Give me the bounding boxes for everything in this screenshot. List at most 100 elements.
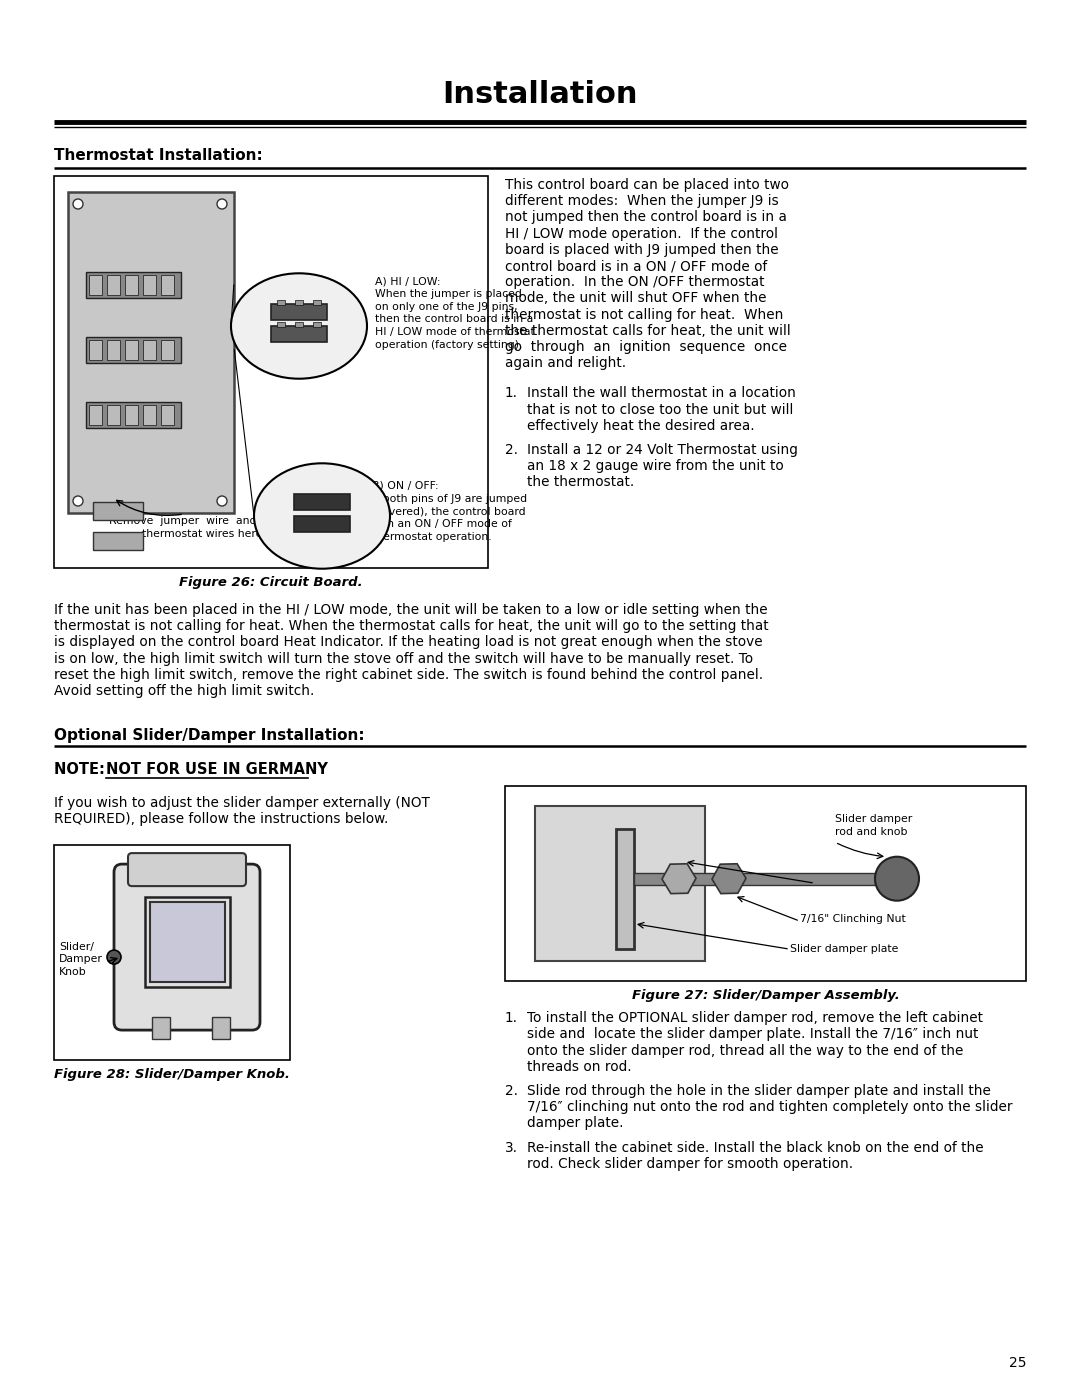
Bar <box>152 1017 170 1039</box>
Text: go  through  an  ignition  sequence  once: go through an ignition sequence once <box>505 339 787 353</box>
Text: thermostat is not calling for heat.  When: thermostat is not calling for heat. When <box>505 307 783 321</box>
Bar <box>89 405 102 425</box>
Text: 25: 25 <box>1009 1356 1026 1370</box>
Circle shape <box>73 496 83 506</box>
Text: Slider damper plate: Slider damper plate <box>789 944 899 954</box>
Text: Slide rod through the hole in the slider damper plate and install the: Slide rod through the hole in the slider… <box>527 1084 990 1098</box>
Circle shape <box>217 496 227 506</box>
Text: is on low, the high limit switch will turn the stove off and the switch will hav: is on low, the high limit switch will tu… <box>54 651 753 665</box>
Bar <box>313 321 321 327</box>
Bar <box>295 321 303 327</box>
Bar <box>505 787 1026 981</box>
Text: damper plate.: damper plate. <box>527 1116 623 1130</box>
Bar <box>295 300 303 305</box>
Bar <box>294 515 350 532</box>
Text: onto the slider damper rod, thread all the way to the end of the: onto the slider damper rod, thread all t… <box>527 1044 963 1058</box>
Bar <box>86 272 181 298</box>
Text: operation.  In the ON /OFF thermostat: operation. In the ON /OFF thermostat <box>505 275 765 289</box>
Bar <box>271 326 327 342</box>
Bar <box>93 532 143 550</box>
Text: Thermostat Installation:: Thermostat Installation: <box>54 148 262 163</box>
Text: not jumped then the control board is in a: not jumped then the control board is in … <box>505 211 787 225</box>
Ellipse shape <box>231 274 367 379</box>
Text: To install the OPTIONAL slider damper rod, remove the left cabinet: To install the OPTIONAL slider damper ro… <box>527 1011 983 1025</box>
Text: Install a 12 or 24 Volt Thermostat using: Install a 12 or 24 Volt Thermostat using <box>527 443 798 457</box>
Text: This control board can be placed into two: This control board can be placed into tw… <box>505 177 789 191</box>
Text: Figure 26: Circuit Board.: Figure 26: Circuit Board. <box>179 576 363 590</box>
Text: side and  locate the slider damper plate. Install the 7/16″ inch nut: side and locate the slider damper plate.… <box>527 1027 978 1041</box>
Text: 3.: 3. <box>505 1140 518 1154</box>
Bar <box>93 502 143 520</box>
Bar <box>145 897 229 988</box>
Text: B) ON / OFF:
If both pins of J9 are jumped
(covered), the control board
is in an: B) ON / OFF: If both pins of J9 are jump… <box>372 481 527 542</box>
Text: Figure 28: Slider/Damper Knob.: Figure 28: Slider/Damper Knob. <box>54 1067 289 1081</box>
Bar <box>212 1017 230 1039</box>
Text: Installation: Installation <box>442 80 638 109</box>
Text: 2.: 2. <box>505 1084 518 1098</box>
Bar <box>143 339 156 360</box>
Bar <box>161 339 174 360</box>
Text: rod. Check slider damper for smooth operation.: rod. Check slider damper for smooth oper… <box>527 1157 853 1171</box>
Text: REQUIRED), please follow the instructions below.: REQUIRED), please follow the instruction… <box>54 813 389 827</box>
Text: threads on rod.: threads on rod. <box>527 1060 632 1074</box>
Bar <box>143 275 156 295</box>
Text: Slider damper
rod and knob: Slider damper rod and knob <box>835 814 913 837</box>
Bar <box>68 191 234 513</box>
Text: Remove  jumper  wire  and  install
thermostat wires here: Remove jumper wire and install thermosta… <box>109 515 296 539</box>
Bar <box>125 275 138 295</box>
Text: Avoid setting off the high limit switch.: Avoid setting off the high limit switch. <box>54 685 314 698</box>
Bar <box>294 495 350 510</box>
Text: A) HI / LOW:
When the jumper is placed
on only one of the J9 pins,
then the cont: A) HI / LOW: When the jumper is placed o… <box>375 277 535 351</box>
Text: is displayed on the control board Heat Indicator. If the heating load is not gre: is displayed on the control board Heat I… <box>54 636 762 650</box>
Text: an 18 x 2 gauge wire from the unit to: an 18 x 2 gauge wire from the unit to <box>527 460 784 474</box>
Text: NOT FOR USE IN GERMANY: NOT FOR USE IN GERMANY <box>106 763 328 777</box>
Text: Install the wall thermostat in a location: Install the wall thermostat in a locatio… <box>527 387 796 401</box>
FancyBboxPatch shape <box>114 865 260 1030</box>
Bar <box>616 828 634 949</box>
Text: 7/16" Nut: 7/16" Nut <box>815 876 867 886</box>
Bar <box>149 902 225 982</box>
Text: Slider/
Damper
Knob: Slider/ Damper Knob <box>59 942 103 977</box>
Text: Re-install the cabinet side. Install the black knob on the end of the: Re-install the cabinet side. Install the… <box>527 1140 984 1154</box>
Text: 2.: 2. <box>505 443 518 457</box>
Text: HI / LOW mode operation.  If the control: HI / LOW mode operation. If the control <box>505 226 778 240</box>
Bar <box>54 845 291 1059</box>
Text: 7/16" Clinching Nut: 7/16" Clinching Nut <box>800 914 906 925</box>
Bar <box>125 405 138 425</box>
Text: 7/16″ clinching nut onto the rod and tighten completely onto the slider: 7/16″ clinching nut onto the rod and tig… <box>527 1101 1013 1115</box>
Text: different modes:  When the jumper J9 is: different modes: When the jumper J9 is <box>505 194 779 208</box>
Bar <box>313 300 321 305</box>
Bar <box>89 339 102 360</box>
Circle shape <box>875 856 919 901</box>
Text: board is placed with J9 jumped then the: board is placed with J9 jumped then the <box>505 243 779 257</box>
Bar <box>143 405 156 425</box>
Text: the thermostat calls for heat, the unit will: the thermostat calls for heat, the unit … <box>505 324 791 338</box>
Text: thermostat is not calling for heat. When the thermostat calls for heat, the unit: thermostat is not calling for heat. When… <box>54 619 769 633</box>
Ellipse shape <box>254 464 390 569</box>
Bar <box>634 873 875 884</box>
Polygon shape <box>535 806 705 961</box>
Text: that is not to close too the unit but will: that is not to close too the unit but wi… <box>527 402 794 416</box>
Text: reset the high limit switch, remove the right cabinet side. The switch is found : reset the high limit switch, remove the … <box>54 668 764 682</box>
Text: If you wish to adjust the slider damper externally (NOT: If you wish to adjust the slider damper … <box>54 796 430 810</box>
Bar <box>161 275 174 295</box>
Text: Figure 27: Slider/Damper Assembly.: Figure 27: Slider/Damper Assembly. <box>632 989 900 1002</box>
Bar <box>54 176 488 569</box>
Bar <box>89 275 102 295</box>
Bar <box>276 300 285 305</box>
Bar <box>125 339 138 360</box>
Text: Optional Slider/Damper Installation:: Optional Slider/Damper Installation: <box>54 728 365 743</box>
Text: again and relight.: again and relight. <box>505 356 626 370</box>
Bar <box>86 337 181 363</box>
Text: mode, the unit will shut OFF when the: mode, the unit will shut OFF when the <box>505 292 767 306</box>
Circle shape <box>73 198 83 210</box>
Text: 1.: 1. <box>505 1011 518 1025</box>
Bar <box>107 275 120 295</box>
Circle shape <box>217 198 227 210</box>
FancyBboxPatch shape <box>129 854 246 886</box>
Bar <box>86 402 181 427</box>
Circle shape <box>107 950 121 964</box>
Text: 1.: 1. <box>505 387 518 401</box>
Text: effectively heat the desired area.: effectively heat the desired area. <box>527 419 755 433</box>
Text: control board is in a ON / OFF mode of: control board is in a ON / OFF mode of <box>505 258 767 272</box>
